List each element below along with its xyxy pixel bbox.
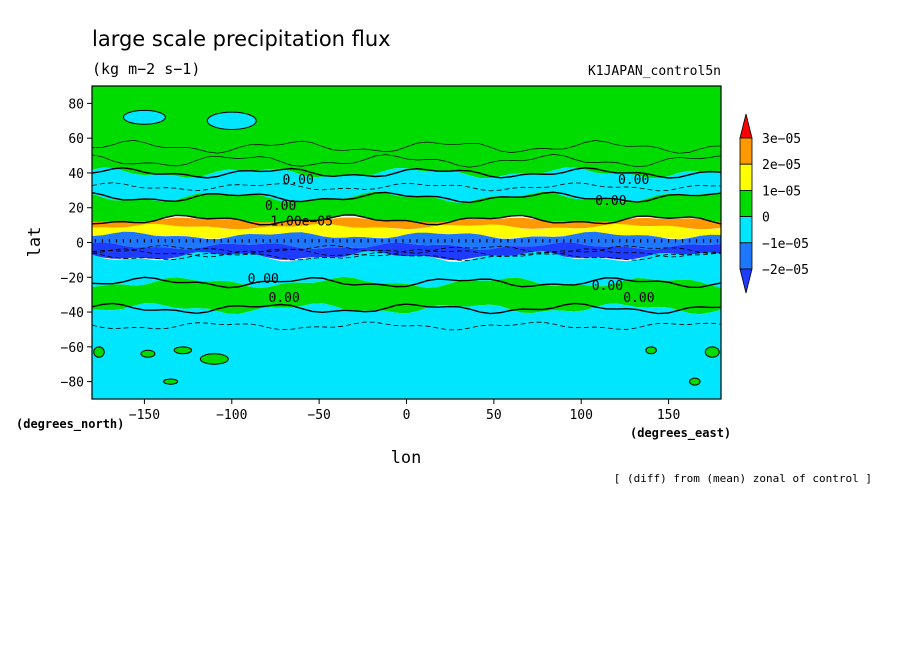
contour-lines	[92, 109, 721, 386]
colorbar-low-arrow	[739, 268, 753, 294]
colorbar-box	[739, 189, 753, 217]
x-tick-label: 100	[569, 408, 592, 423]
contour-patch	[645, 346, 657, 355]
colorbar-label: −1e−05	[762, 237, 809, 252]
contour-patch	[689, 377, 701, 386]
colorbar-box	[739, 137, 753, 165]
contour-line	[92, 214, 721, 226]
contour-label: 0.00	[618, 173, 649, 188]
contour-label: 0.00	[283, 173, 314, 188]
contour-line-dashed	[92, 321, 721, 331]
contour-line-dashed	[92, 252, 721, 261]
run-name: K1JAPAN_control5n	[588, 64, 721, 79]
contour-patch	[93, 346, 105, 358]
zonal-band	[92, 231, 721, 250]
contour-label: 1.00e−05	[270, 215, 333, 230]
contour-patch	[122, 109, 166, 125]
y-tick-label: −40	[61, 306, 84, 321]
y-tick-label: −20	[61, 271, 84, 286]
zonal-band	[92, 303, 721, 399]
colorbar-label: 1e−05	[762, 184, 801, 199]
colorbar-box	[739, 216, 753, 244]
contour-patch	[163, 378, 179, 385]
colorbar: 3e−05 2e−05 1e−05 0 −1e−05 −2e−05	[739, 113, 809, 294]
y-tick-label: 80	[68, 97, 84, 112]
contour-line-dashed	[92, 244, 721, 254]
y-tick-label: −60	[61, 341, 84, 356]
footnote: [ (diff) from (mean) zonal of control ]	[614, 472, 872, 485]
zonal-band	[92, 242, 721, 261]
contour-label: 0.00	[623, 291, 654, 306]
y-axis-units: (degrees_north)	[16, 417, 124, 432]
zonal-band	[92, 191, 721, 226]
y-tick-label: 20	[68, 202, 84, 217]
zonal-band	[92, 251, 721, 289]
y-axis: 80 60 40 20 0 −20 −40 −60 −80	[61, 97, 92, 391]
contour-patch	[199, 353, 229, 365]
contour-line	[92, 140, 721, 154]
x-tick-label: −150	[129, 408, 160, 423]
colorbar-box	[739, 242, 753, 270]
contour-patch	[704, 346, 720, 358]
chart-title: large scale precipitation flux	[92, 27, 391, 51]
colorbar-label: 0	[762, 211, 770, 226]
x-axis: −150 −100 −50 0 50 100 150	[129, 399, 680, 423]
contour-patch	[206, 111, 257, 130]
x-tick-label: −50	[307, 408, 330, 423]
x-axis-units: (degrees_east)	[630, 426, 731, 441]
y-tick-label: 60	[68, 132, 84, 147]
contour-label: 0.00	[248, 272, 279, 287]
colorbar-box	[739, 163, 753, 191]
x-tick-label: 0	[403, 408, 411, 423]
zonal-band	[92, 223, 721, 239]
contour-line	[92, 302, 721, 315]
contour-label: 0.00	[265, 199, 296, 214]
contour-line	[92, 191, 721, 204]
colorbar-label: −2e−05	[762, 263, 809, 278]
contour-line	[92, 276, 721, 289]
contour-patch	[173, 346, 193, 355]
y-axis-label: lat	[25, 227, 45, 258]
zonal-band	[92, 86, 721, 179]
contour-line	[92, 167, 721, 179]
contour-label: 0.00	[592, 279, 623, 294]
y-tick-label: 0	[76, 237, 84, 252]
colorbar-high-arrow	[739, 113, 753, 139]
plot-area	[92, 86, 721, 399]
contour-line	[92, 154, 721, 168]
contour-line-dashed	[92, 248, 721, 258]
contour-label: 0.00	[595, 194, 626, 209]
x-axis-label: lon	[391, 448, 422, 468]
x-tick-label: −100	[216, 408, 247, 423]
y-tick-label: −80	[61, 376, 84, 391]
x-tick-label: 50	[486, 408, 502, 423]
units-label: (kg m−2 s−1)	[92, 60, 200, 78]
x-tick-label: 150	[657, 408, 680, 423]
contour-label: 0.00	[269, 291, 300, 306]
y-tick-label: 40	[68, 167, 84, 182]
contour-line-dashed	[92, 182, 721, 192]
contour-labels: 0.00 0.000.00 0.001.00e−050.00 0.000.00 0.00	[248, 173, 655, 306]
zonal-band	[92, 217, 721, 230]
colorbar-label: 3e−05	[762, 132, 801, 147]
contour-patch	[140, 349, 156, 358]
colorbar-label: 2e−05	[762, 158, 801, 173]
color-bands	[92, 86, 721, 399]
